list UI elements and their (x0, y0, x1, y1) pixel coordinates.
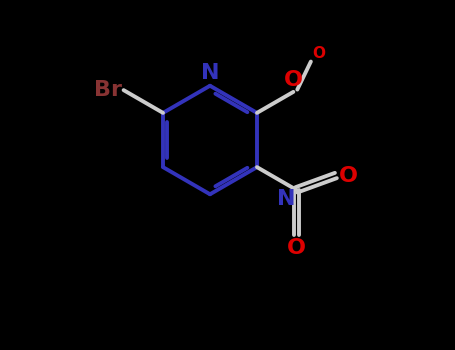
Text: O: O (287, 238, 306, 258)
Text: N: N (201, 63, 219, 83)
Text: O: O (313, 46, 326, 61)
Text: O: O (284, 70, 303, 90)
Text: N: N (277, 189, 295, 209)
Text: O: O (339, 166, 358, 186)
Text: Br: Br (94, 80, 122, 100)
